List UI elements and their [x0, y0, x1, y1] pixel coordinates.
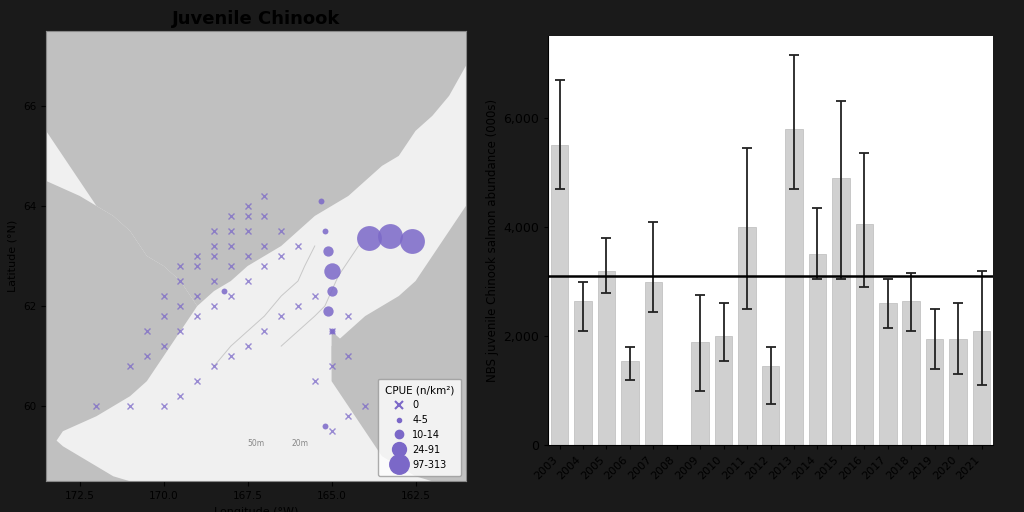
Polygon shape: [382, 416, 416, 451]
Point: [404, 237, 421, 245]
Point: [316, 422, 333, 430]
Legend: 0, 4-5, 10-14, 24-91, 97-313: 0, 4-5, 10-14, 24-91, 97-313: [378, 378, 461, 477]
Bar: [785, 129, 803, 445]
Bar: [762, 366, 779, 445]
Point: [321, 247, 337, 255]
Point: [324, 287, 340, 295]
Text: 50m: 50m: [248, 439, 265, 448]
Bar: [551, 145, 568, 445]
Y-axis label: Latitude (°N): Latitude (°N): [7, 220, 17, 292]
Point: [324, 327, 340, 335]
Bar: [644, 282, 663, 445]
Point: [313, 197, 330, 205]
Bar: [738, 227, 756, 445]
Bar: [574, 301, 592, 445]
Bar: [902, 301, 920, 445]
Y-axis label: NBS juvenile Chinook salmon abundance (000s): NBS juvenile Chinook salmon abundance (0…: [485, 99, 499, 382]
Bar: [715, 336, 732, 445]
Bar: [949, 339, 967, 445]
Point: [382, 232, 398, 240]
Point: [316, 227, 333, 235]
Bar: [973, 331, 990, 445]
Bar: [598, 271, 615, 445]
Polygon shape: [332, 31, 466, 481]
Bar: [926, 339, 943, 445]
Point: [324, 267, 340, 275]
Point: [321, 307, 337, 315]
Title: Juvenile Chinook: Juvenile Chinook: [172, 10, 340, 28]
Bar: [879, 304, 897, 445]
Point: [360, 234, 377, 243]
Point: [216, 287, 232, 295]
Bar: [691, 342, 709, 445]
Text: 20m: 20m: [291, 439, 308, 448]
Polygon shape: [46, 31, 198, 456]
Polygon shape: [332, 331, 466, 481]
Polygon shape: [46, 431, 130, 481]
Bar: [622, 361, 639, 445]
Polygon shape: [46, 31, 466, 306]
X-axis label: Longitude (°W): Longitude (°W): [214, 506, 298, 512]
Bar: [855, 224, 873, 445]
Bar: [833, 178, 850, 445]
Bar: [809, 254, 826, 445]
